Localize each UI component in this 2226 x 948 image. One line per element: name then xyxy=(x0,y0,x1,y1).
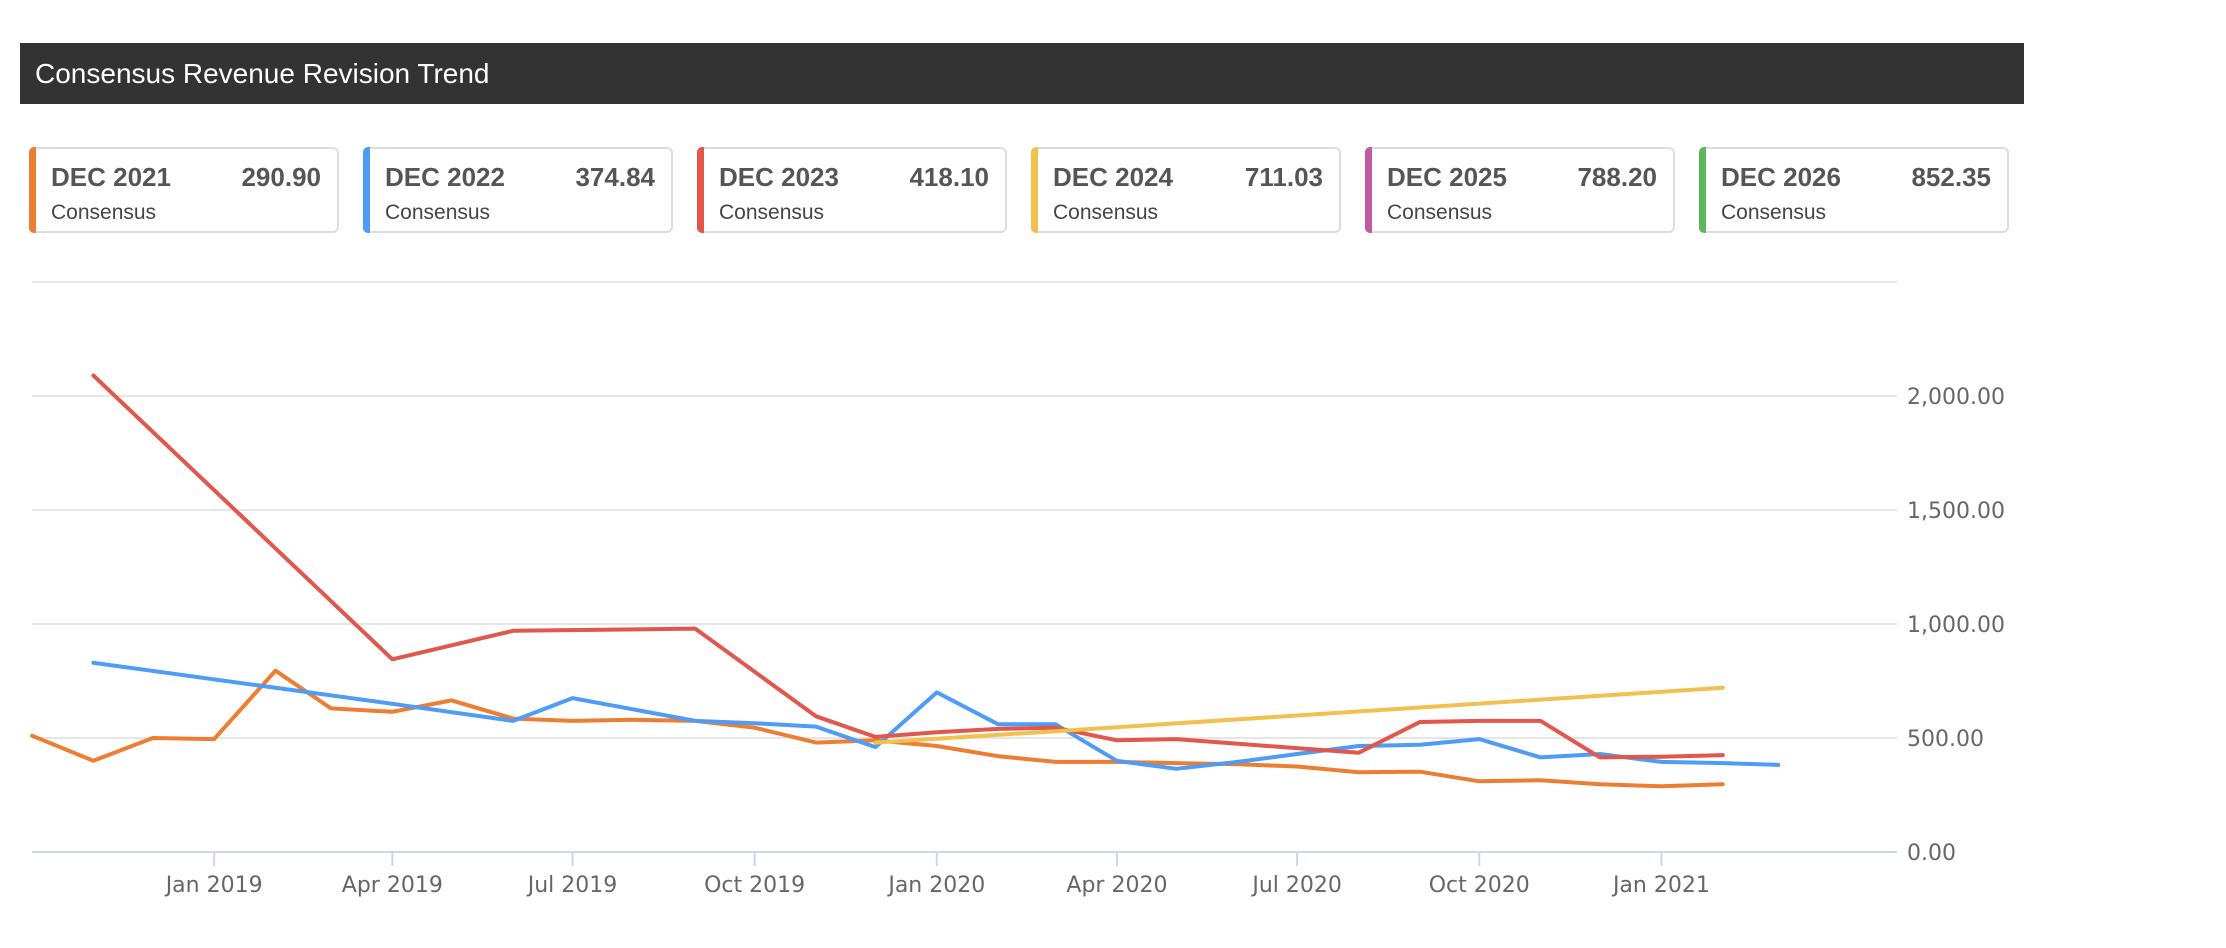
card-value: 788.20 xyxy=(1577,162,1657,192)
x-tick-label: Oct 2020 xyxy=(1429,873,1530,898)
page-title: Consensus Revenue Revision Trend xyxy=(35,57,490,89)
card-color-accent xyxy=(29,147,36,233)
y-tick-label: 1,500.00 xyxy=(1907,499,2005,524)
x-tick-label: Apr 2020 xyxy=(1066,873,1167,898)
card-color-accent xyxy=(363,147,370,233)
card-value: 374.84 xyxy=(575,162,655,192)
card-value: 418.10 xyxy=(909,162,989,192)
consensus-card[interactable]: DEC 2026 852.35 Consensus xyxy=(1699,147,2009,233)
series-lines xyxy=(30,373,1781,789)
x-tick-label: Jan 2020 xyxy=(886,873,985,898)
y-tick-label: 2,000.00 xyxy=(1907,385,2005,410)
card-label: Consensus xyxy=(1053,201,1159,224)
consensus-card[interactable]: DEC 2021 290.90 Consensus xyxy=(29,147,339,233)
card-period: DEC 2024 xyxy=(1053,162,1173,192)
x-tick-label: Jan 2021 xyxy=(1611,873,1710,898)
x-tick-label: Jul 2020 xyxy=(1250,873,1342,898)
y-tick-label: 500.00 xyxy=(1907,727,1984,752)
consensus-card[interactable]: DEC 2025 788.20 Consensus xyxy=(1365,147,1675,233)
card-period: DEC 2021 xyxy=(51,162,171,192)
card-label: Consensus xyxy=(51,201,157,224)
x-tick-label: Apr 2019 xyxy=(342,873,443,898)
y-tick-label: 1,000.00 xyxy=(1907,613,2005,638)
grid-lines xyxy=(32,281,1897,739)
axes: 0.00 500.00 1,000.00 1,500.00 2,000.00 Jan 20… xyxy=(32,385,2005,898)
card-value: 852.35 xyxy=(1911,162,1991,192)
consensus-card[interactable]: DEC 2022 374.84 Consensus xyxy=(363,147,673,233)
card-color-accent xyxy=(697,147,704,233)
x-tick-label: Oct 2019 xyxy=(704,873,805,898)
card-period: DEC 2026 xyxy=(1721,162,1841,192)
card-label: Consensus xyxy=(1387,201,1493,224)
card-color-accent xyxy=(1031,147,1038,233)
consensus-cards: DEC 2021 290.90 Consensus DEC 2022 374.8… xyxy=(29,147,2009,234)
series-line-dec-2022 xyxy=(91,660,1781,771)
x-tick-label: Jul 2019 xyxy=(526,873,618,898)
consensus-card[interactable]: DEC 2024 711.03 Consensus xyxy=(1031,147,1341,233)
card-label: Consensus xyxy=(719,201,825,224)
card-period: DEC 2025 xyxy=(1387,162,1507,192)
series-line-dec-2024 xyxy=(873,685,1725,745)
card-value: 711.03 xyxy=(1244,162,1323,192)
series-line-dec-2023 xyxy=(91,373,1725,760)
card-value: 290.90 xyxy=(241,162,321,192)
revision-trend-chart: 0.00 500.00 1,000.00 1,500.00 2,000.00 Jan 20… xyxy=(30,281,2005,898)
y-tick-label: 0.00 xyxy=(1907,841,1956,866)
card-color-accent xyxy=(1699,147,1706,233)
card-period: DEC 2022 xyxy=(385,162,505,192)
chart-title-bar: Consensus Revenue Revision Trend xyxy=(20,43,2024,104)
card-period: DEC 2023 xyxy=(719,162,839,192)
card-label: Consensus xyxy=(1721,201,1827,224)
x-tick-label: Jan 2019 xyxy=(164,873,263,898)
card-label: Consensus xyxy=(385,201,491,224)
series-line-dec-2021 xyxy=(30,668,1725,789)
card-color-accent xyxy=(1365,147,1372,233)
consensus-card[interactable]: DEC 2023 418.10 Consensus xyxy=(697,147,1007,233)
